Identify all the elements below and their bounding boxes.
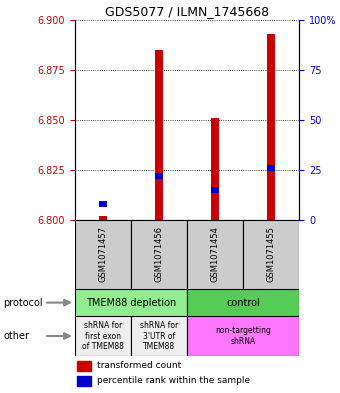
Bar (267, 165, 275, 171)
Bar (155, 173, 163, 179)
Title: GDS5077 / ILMN_1745668: GDS5077 / ILMN_1745668 (105, 6, 269, 18)
Bar (131, 220, 187, 289)
Bar (155, 50, 163, 220)
Bar (99, 216, 107, 220)
Bar (77, 361, 90, 371)
Text: other: other (3, 331, 29, 341)
Bar (99, 201, 107, 207)
Bar (75, 289, 187, 316)
Bar (77, 376, 90, 386)
Text: shRNA for
3'UTR of
TMEM88: shRNA for 3'UTR of TMEM88 (140, 321, 178, 351)
Text: transformed count: transformed count (97, 361, 182, 370)
Text: protocol: protocol (3, 298, 43, 308)
Text: percentile rank within the sample: percentile rank within the sample (97, 376, 250, 385)
Bar (211, 118, 219, 220)
Text: GSM1071456: GSM1071456 (154, 226, 164, 283)
Bar (187, 316, 299, 356)
Text: GSM1071454: GSM1071454 (210, 226, 220, 283)
Bar (187, 289, 299, 316)
Bar (75, 220, 131, 289)
Bar (267, 34, 275, 220)
Bar (187, 220, 243, 289)
Text: shRNA for
first exon
of TMEM88: shRNA for first exon of TMEM88 (82, 321, 124, 351)
Bar (75, 316, 131, 356)
Text: control: control (226, 298, 260, 308)
Text: GSM1071457: GSM1071457 (98, 226, 107, 283)
Text: non-targetting
shRNA: non-targetting shRNA (215, 326, 271, 346)
Text: TMEM88 depletion: TMEM88 depletion (86, 298, 176, 308)
Text: GSM1071455: GSM1071455 (267, 226, 276, 283)
Bar (211, 187, 219, 193)
Bar (243, 220, 299, 289)
Bar (131, 316, 187, 356)
